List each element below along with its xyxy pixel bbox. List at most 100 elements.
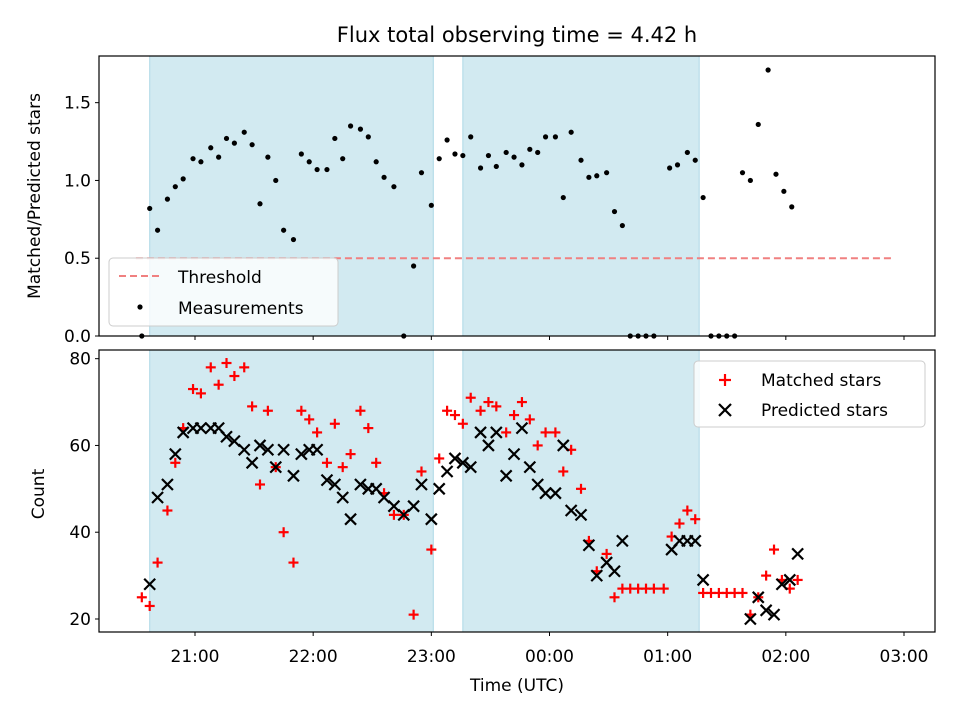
matched-star-point bbox=[321, 457, 332, 468]
predicted-legend-swatch bbox=[718, 403, 732, 417]
measurement-point bbox=[298, 151, 304, 157]
measurement-point bbox=[265, 154, 271, 160]
predicted-star-point bbox=[432, 482, 446, 496]
measurement-point bbox=[306, 159, 312, 165]
observing-span-1 bbox=[149, 349, 434, 633]
measurement-point bbox=[147, 205, 153, 212]
predicted-star-point bbox=[407, 499, 420, 513]
predicted-star-point bbox=[440, 465, 454, 478]
matched-star-point bbox=[195, 388, 206, 399]
predicted-star-point bbox=[557, 439, 570, 452]
time-x-tick-label: 22:00 bbox=[289, 647, 338, 667]
predicted-star-point bbox=[507, 447, 521, 461]
measurement-point bbox=[560, 194, 566, 201]
measurement-point bbox=[208, 145, 214, 151]
measurement-point bbox=[692, 157, 698, 163]
matched-star-point bbox=[144, 600, 155, 611]
predicted-star-point bbox=[344, 512, 357, 526]
measurement-point bbox=[381, 174, 387, 180]
predicted-star-point bbox=[499, 469, 513, 483]
measurement-point bbox=[765, 67, 771, 73]
matched-star-point bbox=[408, 609, 419, 620]
matched-star-point bbox=[792, 574, 803, 585]
predicted-star-point bbox=[161, 478, 174, 491]
matched-star-point bbox=[483, 397, 494, 408]
predicted-star-point bbox=[549, 486, 562, 500]
matched-star-point bbox=[388, 509, 399, 520]
measurement-point bbox=[667, 165, 673, 171]
measurement-point bbox=[452, 151, 458, 157]
measurement-point bbox=[428, 202, 434, 208]
matched-star-point bbox=[658, 583, 669, 594]
measurement-point bbox=[578, 157, 584, 163]
predicted-star-point bbox=[490, 426, 503, 439]
matched-star-point bbox=[416, 466, 427, 477]
measurement-point bbox=[542, 134, 549, 140]
ratio-y-axis-label: Matched/Predicted stars bbox=[25, 93, 45, 299]
count-y-tick-label: 20 bbox=[69, 610, 91, 630]
predicted-star-point bbox=[194, 421, 208, 435]
predicted-star-point bbox=[759, 604, 773, 617]
measurement-point bbox=[586, 174, 592, 180]
count-plot-frame bbox=[98, 349, 936, 633]
matched-star-point bbox=[162, 505, 173, 516]
measurement-point bbox=[468, 134, 474, 140]
predicted-star-point bbox=[456, 456, 470, 470]
measurement-point bbox=[460, 152, 466, 159]
predicted-star-point bbox=[277, 443, 290, 457]
matched-star-point bbox=[426, 544, 437, 555]
matched-star-point bbox=[239, 362, 250, 373]
measurement-point bbox=[223, 135, 230, 142]
measurement-point bbox=[257, 201, 263, 207]
matched-star-point bbox=[345, 449, 356, 460]
chart-title: Flux total observing time = 4.42 h bbox=[337, 23, 697, 47]
time-x-axis-label: Time (UTC) bbox=[469, 676, 564, 696]
time-x-tick-label: 21:00 bbox=[171, 647, 220, 667]
predicted-star-point bbox=[515, 421, 529, 435]
predicted-star-point bbox=[574, 508, 588, 522]
time-x-tick-label: 02:00 bbox=[761, 647, 810, 667]
count-y-tick-label: 40 bbox=[69, 523, 91, 543]
matched-star-point bbox=[540, 427, 551, 438]
matched-star-point bbox=[524, 414, 535, 425]
predicted-star-point bbox=[269, 460, 283, 474]
predicted-star-point bbox=[582, 538, 596, 552]
measurement-point bbox=[436, 156, 442, 162]
measurement-point bbox=[477, 165, 484, 171]
measurement-point bbox=[511, 154, 517, 160]
predicted-star-point bbox=[320, 473, 334, 487]
matched-star-point bbox=[170, 457, 181, 468]
matched-star-point bbox=[516, 397, 527, 408]
measurement-point bbox=[493, 163, 499, 170]
matched-star-point bbox=[136, 592, 147, 603]
predicted-star-point bbox=[783, 573, 797, 587]
measurement-point bbox=[198, 159, 204, 165]
predicted-star-point bbox=[482, 439, 495, 452]
measurement-point bbox=[324, 166, 330, 173]
measurement-point bbox=[281, 227, 287, 233]
predicted-star-point bbox=[143, 577, 156, 591]
measurement-point bbox=[314, 166, 320, 173]
count-y-tick-label: 80 bbox=[69, 350, 91, 370]
measurement-point bbox=[418, 170, 425, 176]
matched-star-point bbox=[229, 371, 240, 382]
measurement-point bbox=[747, 177, 753, 184]
predicted-star-point bbox=[608, 564, 621, 578]
predicted-star-point bbox=[245, 456, 259, 470]
predicted-star-point bbox=[539, 486, 552, 500]
matched-star-point bbox=[329, 418, 340, 429]
ratio-y-tick-label: 1.5 bbox=[64, 94, 91, 114]
matched-star-point bbox=[761, 570, 772, 581]
measurement-point bbox=[347, 123, 354, 129]
matched-star-point bbox=[509, 410, 520, 421]
predicted-star-point bbox=[387, 499, 401, 513]
predicted-star-point bbox=[425, 512, 438, 526]
measurement-point bbox=[535, 149, 541, 156]
matched-star-point bbox=[262, 405, 273, 416]
predicted-star-point bbox=[220, 430, 233, 444]
time-x-tick-label: 00:00 bbox=[525, 647, 574, 667]
predicted-star-point bbox=[253, 439, 267, 452]
measurement-point bbox=[739, 170, 746, 176]
measurement-point bbox=[684, 149, 690, 156]
measurement-point bbox=[444, 137, 450, 143]
